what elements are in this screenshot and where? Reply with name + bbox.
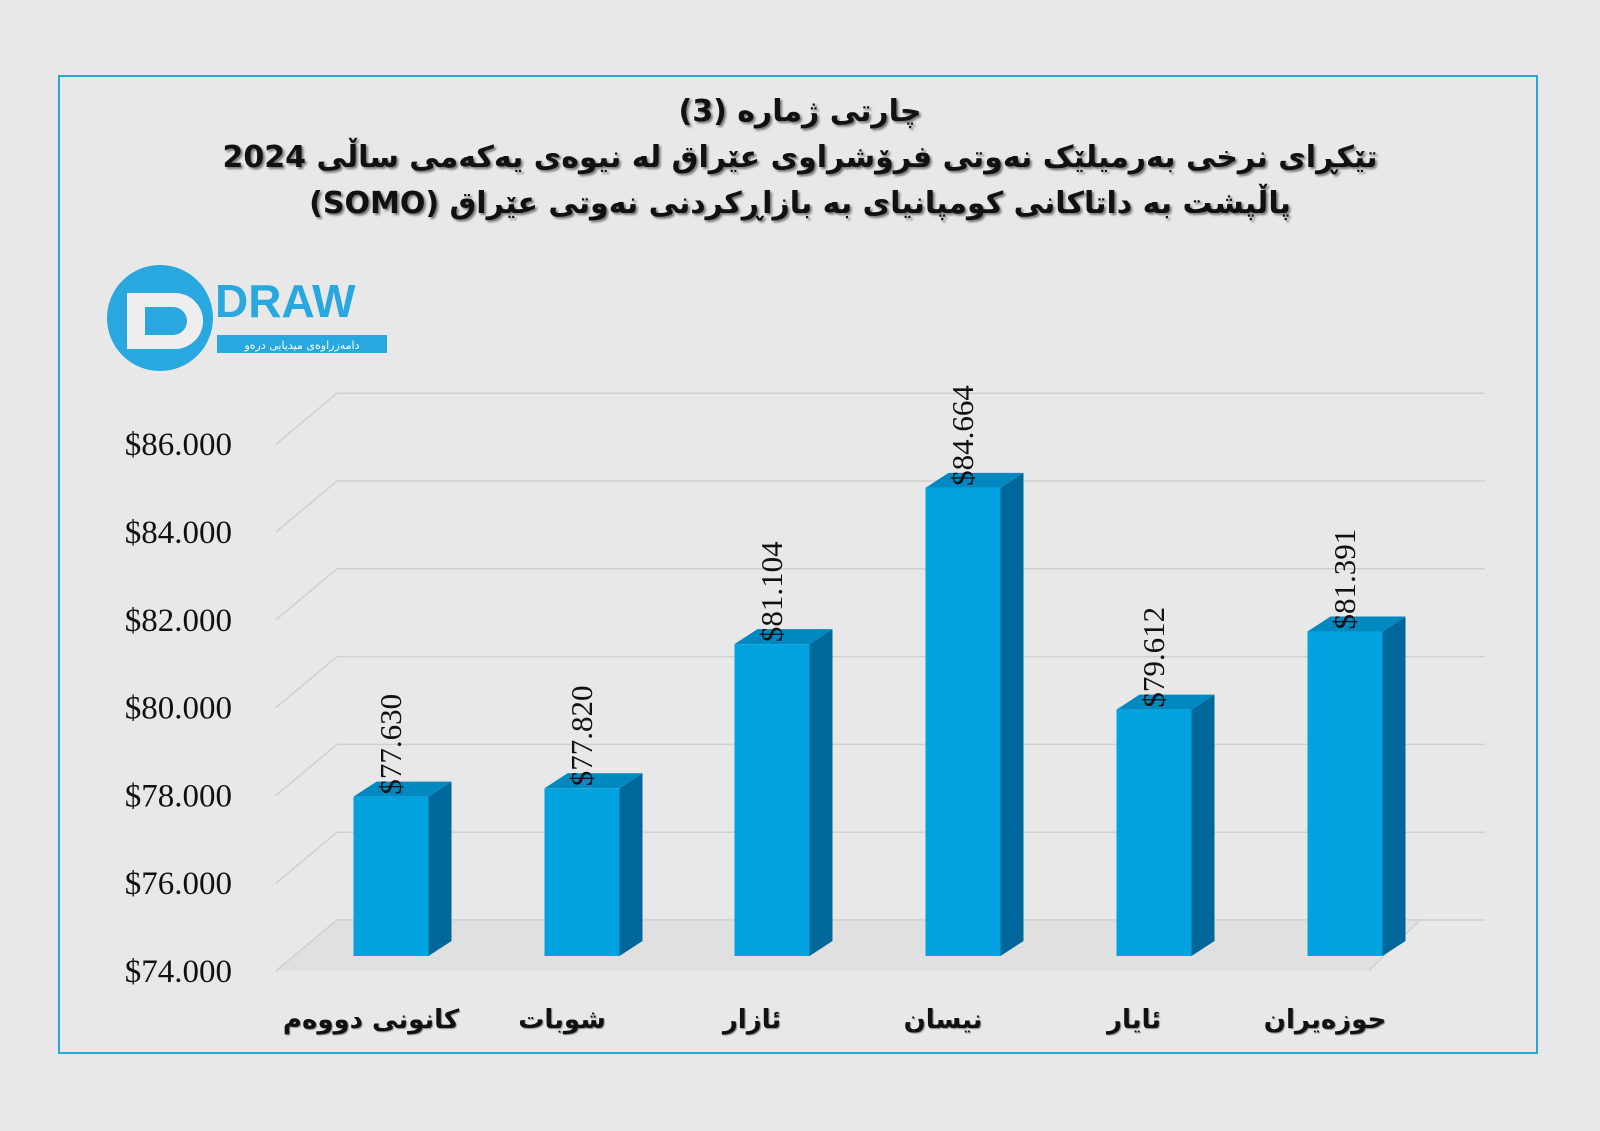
chart-number-title: چارتی ژمارە (3) [678,94,922,129]
bar [1116,709,1192,956]
bar-top [353,781,452,797]
chart-title: تێکڕای نرخی بەرمیلێک نەوتی فرۆشراوی عێرا… [222,140,1378,175]
x-tick-label: ئازار [721,1005,781,1035]
x-tick-label: شوبات [518,1005,606,1035]
bar [544,788,620,956]
bar [1307,631,1383,956]
x-tick-label: حوزەیران [1264,1005,1386,1035]
y-tick-label: $86.000 [125,427,232,463]
data-label: $81.104 [754,541,789,642]
bar-top [734,629,833,645]
bar [925,487,1001,956]
gridline [275,392,1485,445]
gridline [275,831,1485,884]
logo-subtitle: دامەزراوەی میدیایی درەو [243,339,359,352]
x-tick-label: نیسان [904,1005,983,1035]
bar-side [428,781,452,956]
bar-side [1000,472,1024,956]
logo-text: DRAW [215,275,356,327]
y-tick-label: $76.000 [125,866,232,902]
bar-side [619,773,643,956]
bar-top [544,773,643,789]
y-tick-label: $78.000 [125,778,232,814]
bar-side [1382,616,1406,956]
bar [734,644,810,956]
y-tick-label: $74.000 [125,954,232,990]
bar-top [1307,616,1406,632]
bar [353,796,429,956]
title-block: چارتی ژمارە (3) تێکڕای نرخی بەرمیلێک نەو… [0,92,1600,224]
data-label: $77.630 [373,694,408,795]
bar-top [1116,694,1215,710]
data-label: $79.612 [1136,607,1171,708]
x-tick-label: کانونی دووەم [283,1005,460,1035]
gridline [275,655,1485,709]
bar-side [1191,694,1215,956]
chart-frame [58,75,1538,1054]
gridline [275,743,1485,796]
chart-source: پاڵپشت بە داتاکانی کومپانیای بە بازاڕکرد… [309,186,1291,221]
y-tick-label: $82.000 [125,603,232,639]
bar-top [925,472,1024,488]
x-tick-label: ئایار [1105,1005,1161,1035]
draw-logo: DRAW دامەزراوەی میدیایی درەو [105,263,395,373]
data-label: $77.820 [564,686,599,787]
data-label: $84.664 [945,385,980,486]
gridline [275,480,1485,533]
y-tick-label: $80.000 [125,691,232,727]
y-tick-label: $84.000 [125,515,232,551]
bar-side [809,629,833,956]
data-label: $81.391 [1327,529,1362,630]
gridline [275,568,1485,621]
